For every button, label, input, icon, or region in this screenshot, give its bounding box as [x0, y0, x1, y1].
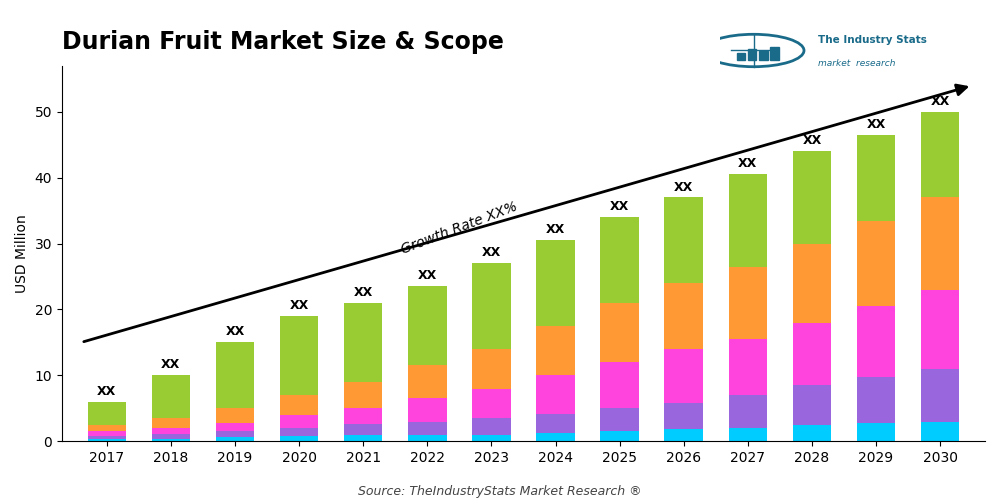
Bar: [280, 415, 318, 428]
Bar: [664, 403, 703, 429]
Bar: [344, 434, 382, 442]
Bar: [737, 53, 745, 60]
Bar: [857, 423, 895, 442]
Bar: [472, 418, 511, 434]
Bar: [600, 432, 639, 442]
Bar: [408, 422, 447, 434]
Bar: [759, 52, 768, 60]
Bar: [408, 366, 447, 398]
Text: XX: XX: [161, 358, 181, 372]
Bar: [729, 395, 767, 428]
Bar: [152, 434, 190, 438]
Bar: [408, 434, 447, 442]
Bar: [280, 428, 318, 436]
Text: XX: XX: [225, 326, 245, 338]
Bar: [536, 434, 575, 442]
Text: XX: XX: [674, 180, 693, 194]
Bar: [280, 395, 318, 415]
Bar: [857, 306, 895, 376]
Bar: [152, 438, 190, 442]
Bar: [536, 376, 575, 414]
Text: XX: XX: [97, 385, 116, 398]
Bar: [216, 423, 254, 432]
Bar: [216, 432, 254, 438]
Bar: [664, 198, 703, 283]
Bar: [664, 283, 703, 349]
Text: The Industry Stats: The Industry Stats: [818, 35, 927, 45]
Bar: [536, 414, 575, 434]
Bar: [280, 436, 318, 442]
Bar: [536, 240, 575, 326]
Text: XX: XX: [738, 158, 757, 170]
Bar: [600, 217, 639, 303]
Bar: [857, 220, 895, 306]
Bar: [793, 152, 831, 244]
Bar: [472, 264, 511, 349]
Bar: [88, 432, 126, 436]
Bar: [921, 369, 959, 422]
Bar: [216, 342, 254, 408]
Bar: [857, 376, 895, 423]
Bar: [408, 398, 447, 421]
Bar: [857, 135, 895, 220]
Bar: [921, 290, 959, 369]
Bar: [770, 47, 779, 60]
Bar: [600, 362, 639, 408]
Text: XX: XX: [289, 299, 309, 312]
Bar: [344, 303, 382, 382]
Text: XX: XX: [354, 286, 373, 299]
Bar: [88, 436, 126, 440]
Bar: [536, 326, 575, 376]
Bar: [88, 425, 126, 432]
Text: XX: XX: [546, 224, 565, 236]
Bar: [472, 388, 511, 418]
Bar: [152, 376, 190, 418]
Bar: [921, 422, 959, 442]
Bar: [344, 408, 382, 424]
Bar: [793, 244, 831, 322]
Bar: [152, 418, 190, 428]
Y-axis label: USD Million: USD Million: [15, 214, 29, 293]
Text: XX: XX: [866, 118, 886, 131]
Text: Source: TheIndustryStats Market Research ®: Source: TheIndustryStats Market Research…: [358, 484, 642, 498]
Text: Growth Rate XX%: Growth Rate XX%: [399, 200, 520, 257]
Bar: [729, 428, 767, 442]
Text: XX: XX: [802, 134, 822, 147]
Bar: [729, 266, 767, 339]
Bar: [88, 402, 126, 425]
Bar: [472, 434, 511, 442]
Bar: [600, 408, 639, 432]
Bar: [472, 349, 511, 389]
Bar: [280, 316, 318, 395]
Text: XX: XX: [931, 95, 950, 108]
Bar: [793, 386, 831, 425]
Bar: [600, 303, 639, 362]
Text: XX: XX: [610, 200, 629, 213]
Text: Durian Fruit Market Size & Scope: Durian Fruit Market Size & Scope: [62, 30, 504, 54]
Bar: [729, 174, 767, 266]
Text: XX: XX: [482, 246, 501, 260]
Bar: [152, 428, 190, 434]
Bar: [921, 112, 959, 198]
Text: XX: XX: [418, 270, 437, 282]
Bar: [748, 48, 756, 60]
Bar: [88, 440, 126, 442]
Bar: [729, 339, 767, 395]
Bar: [664, 349, 703, 403]
Bar: [664, 430, 703, 442]
Bar: [921, 198, 959, 290]
Bar: [344, 424, 382, 434]
Bar: [408, 286, 447, 366]
Text: market  research: market research: [818, 60, 896, 68]
Bar: [216, 438, 254, 442]
Bar: [344, 382, 382, 408]
Bar: [793, 322, 831, 386]
Bar: [793, 425, 831, 442]
Bar: [216, 408, 254, 423]
